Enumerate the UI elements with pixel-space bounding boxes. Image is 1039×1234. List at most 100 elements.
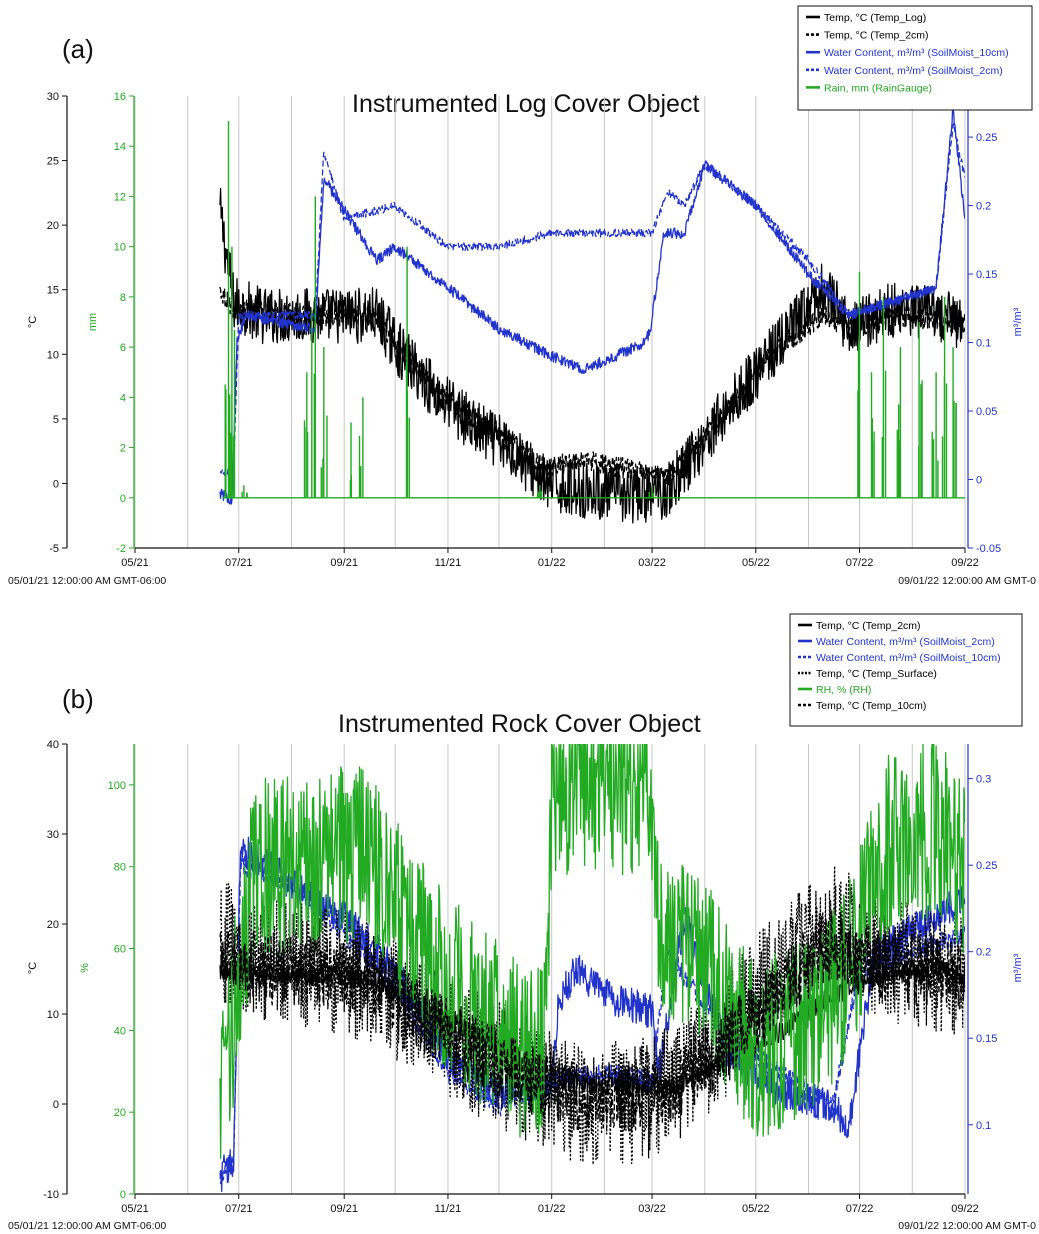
- y-tick-label: 0.1: [976, 338, 991, 350]
- legend-entry: Water Content, m³/m³ (SoilMoist_10cm): [824, 47, 1009, 59]
- legend-1: Temp, °C (Temp_2cm) Water Content, m³/m³ …: [789, 613, 1023, 727]
- legend-box: [789, 613, 1023, 727]
- y-axis-vwc: -0.05 0 0.05 0.1 0.15 0.2 0.25 m³/m³: [967, 96, 1024, 555]
- y-tick-label: 12: [114, 191, 126, 203]
- y-tick-label: -2: [116, 543, 126, 555]
- y-tick-label: 40: [47, 739, 59, 751]
- legend-entry: Temp, °C (Temp_2cm): [816, 620, 921, 632]
- x-range-start: 05/01/21 12:00:00 AM GMT-06:00: [8, 1220, 166, 1232]
- x-tick-label: 07/21: [225, 557, 253, 569]
- legend-entry: Water Content, m³/m³ (SoilMoist_2cm): [824, 65, 1003, 77]
- x-tick-label: 09/22: [951, 557, 979, 569]
- y-axis-label-temp: °C: [27, 962, 39, 974]
- x-axis: 05/21 07/21 09/21 11/21 01/22 03/22 05/22 07/22…: [8, 547, 1036, 587]
- y-tick-label: 10: [47, 349, 59, 361]
- y-tick-label: 0: [53, 1099, 59, 1111]
- y-tick-label: 80: [114, 862, 126, 874]
- y-tick-label: 16: [114, 91, 126, 103]
- y-tick-label: 20: [114, 1107, 126, 1119]
- x-tick-label: 09/21: [330, 557, 358, 569]
- y-tick-label: 8: [120, 292, 126, 304]
- y-axis-label-rh: %: [79, 963, 91, 973]
- y-tick-label: -5: [49, 543, 59, 555]
- y-tick-label: -0.05: [976, 543, 1001, 555]
- y-axis-label-rain: mm: [87, 313, 99, 331]
- legend-entry: Rain, mm (RainGauge): [824, 82, 932, 94]
- legend-entry: Water Content, m³/m³ (SoilMoist_10cm): [816, 652, 1001, 664]
- y-tick-label: 0.15: [976, 269, 997, 281]
- y-tick-label: 20: [47, 220, 59, 232]
- y-tick-label: 0: [120, 1189, 126, 1201]
- legend-entry: Temp, °C (Temp_Log): [824, 12, 926, 24]
- y-tick-label: -10: [43, 1189, 59, 1201]
- y-tick-label: 5: [53, 414, 59, 426]
- panel-b-title: Instrumented Rock Cover Object: [338, 710, 701, 738]
- series-line-2: [219, 854, 965, 1185]
- x-tick-label: 07/22: [846, 1203, 874, 1215]
- y-axis-label-temp: °C: [27, 316, 39, 328]
- legend-box: [797, 5, 1033, 111]
- y-tick-label: 60: [114, 944, 126, 956]
- y-axis-vwc: 0.1 0.15 0.2 0.25 0.3 m³/m³: [967, 744, 1024, 1194]
- y-tick-label: 0: [976, 475, 982, 487]
- y-tick-label: 0.25: [976, 860, 997, 872]
- series-group: [219, 109, 965, 524]
- x-tick-label: 09/21: [330, 1203, 358, 1215]
- y-tick-label: 6: [120, 342, 126, 354]
- legend-0: Temp, °C (Temp_Log) Temp, °C (Temp_2cm) Wa…: [797, 5, 1033, 111]
- x-tick-label: 11/21: [435, 557, 462, 569]
- series-line-1: [219, 286, 965, 485]
- x-tick-label: 05/21: [121, 557, 149, 569]
- panel-a-title: Instrumented Log Cover Object: [352, 90, 699, 118]
- y-tick-label: 15: [47, 285, 59, 297]
- panel-b-label: (b): [62, 684, 94, 714]
- x-range-end: 09/01/22 12:00:00 AM GMT-0: [898, 575, 1036, 587]
- x-tick-label: 11/21: [435, 1203, 462, 1215]
- y-axis-rain: -2 0 2 4 6 8 10 12 14 16 mm: [87, 91, 135, 555]
- y-tick-label: 40: [114, 1025, 126, 1037]
- legend-entry: Temp, °C (Temp_2cm): [824, 30, 929, 42]
- x-range-start: 05/01/21 12:00:00 AM GMT-06:00: [8, 575, 166, 587]
- y-tick-label: 10: [114, 242, 126, 254]
- series-line-0: [219, 187, 965, 524]
- series-group: [219, 744, 965, 1192]
- series-line-4: [222, 121, 965, 499]
- series-line-5: [219, 910, 965, 1132]
- x-tick-label: 03/22: [638, 1203, 666, 1215]
- y-tick-label: 0: [53, 478, 59, 490]
- x-tick-label: 01/22: [538, 557, 566, 569]
- y-tick-label: 30: [47, 91, 59, 103]
- panel-a-label: (a): [62, 34, 94, 64]
- legend-entry: Temp, °C (Temp_10cm): [816, 700, 926, 712]
- chart-panel-b: (b) Instrumented Rock Cover Object -10 0 1…: [8, 613, 1036, 1232]
- y-axis-temp: -5 0 5 10 15 20 25 30 °C: [27, 91, 68, 555]
- y-tick-label: 25: [47, 156, 59, 168]
- x-axis: 05/21 07/21 09/21 11/21 01/22 03/22 05/22 07/22…: [8, 1193, 1036, 1232]
- y-tick-label: 0.2: [976, 201, 991, 213]
- x-tick-label: 09/22: [951, 1203, 979, 1215]
- x-tick-label: 07/21: [225, 1203, 253, 1215]
- y-axis-temp: -10 0 10 20 30 40 °C: [27, 739, 68, 1201]
- y-tick-label: 14: [114, 141, 126, 153]
- y-axis-label-vwc: m³/m³: [1012, 307, 1024, 336]
- legend-entry: Temp, °C (Temp_Surface): [816, 668, 937, 680]
- legend-entry: RH, % (RH): [816, 684, 871, 696]
- series-line-4: [219, 744, 965, 1160]
- y-tick-label: 0.1: [976, 1120, 991, 1132]
- series-line-3: [219, 122, 965, 477]
- x-tick-label: 07/22: [846, 557, 874, 569]
- y-tick-label: 20: [47, 919, 59, 931]
- x-tick-label: 05/22: [742, 1203, 770, 1215]
- legend-entry: Water Content, m³/m³ (SoilMoist_2cm): [816, 636, 995, 648]
- y-axis-label-vwc: m³/m³: [1012, 953, 1024, 982]
- y-tick-label: 0.05: [976, 406, 997, 418]
- y-tick-label: 0: [120, 493, 126, 505]
- y-tick-label: 100: [108, 780, 126, 792]
- x-tick-label: 03/22: [638, 557, 666, 569]
- y-tick-label: 0.15: [976, 1033, 997, 1045]
- y-tick-label: 2: [120, 443, 126, 455]
- y-tick-label: 0.25: [976, 132, 997, 144]
- y-tick-label: 0.2: [976, 947, 991, 959]
- y-tick-label: 10: [47, 1009, 59, 1021]
